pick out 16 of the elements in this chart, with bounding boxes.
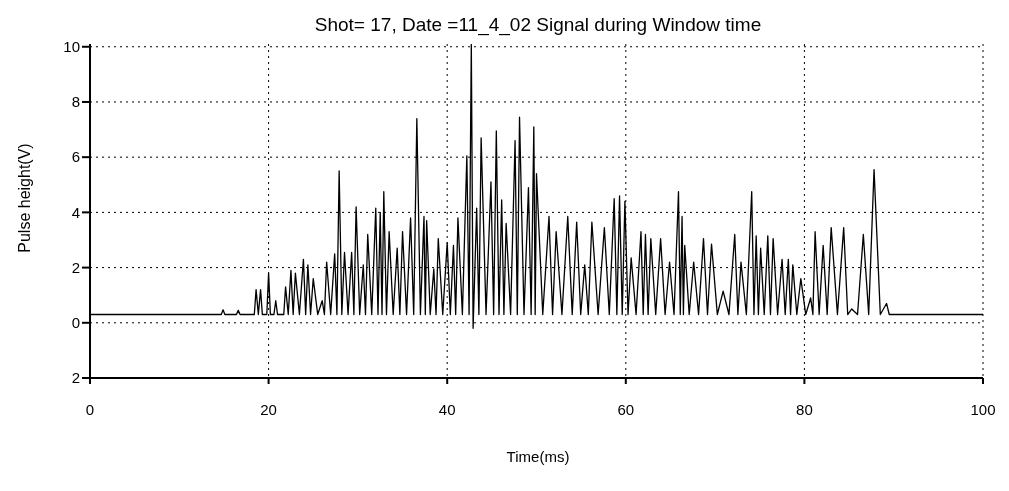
chart-title: Shot= 17, Date =11_4_02 Signal during Window time — [313, 14, 763, 36]
x-axis-title: Time(ms) — [505, 448, 571, 465]
y-tick-label: 8 — [71, 93, 80, 111]
x-tick-label: 80 — [796, 400, 813, 418]
y-tick-label: 2 — [71, 369, 80, 387]
y-tick-label: 0 — [71, 314, 80, 332]
x-tick-label: 60 — [617, 400, 635, 418]
x-tick-label: 40 — [438, 400, 456, 418]
x-tick-label: 0 — [85, 400, 95, 418]
y-tick-label: 2 — [71, 258, 80, 276]
y-tick-label: 6 — [71, 148, 80, 166]
y-axis-title: Pulse height(V) — [16, 143, 34, 253]
x-tick-label: 20 — [260, 400, 277, 418]
y-tick-label: 4 — [71, 203, 80, 221]
y-tick-label: 10 — [63, 38, 80, 56]
x-tick-label: 100 — [970, 400, 996, 418]
